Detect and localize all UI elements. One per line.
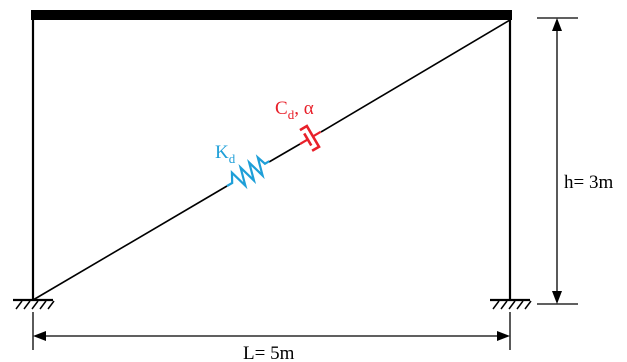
right-support-icon — [490, 298, 532, 310]
spring-label-sub: d — [229, 151, 236, 166]
damper-label-main: C — [275, 98, 288, 119]
height-dimension — [537, 17, 578, 305]
height-arrow-top-icon — [552, 18, 562, 31]
spring-icon — [226, 154, 270, 190]
length-arrow-right-icon — [497, 331, 510, 341]
spring-label: Kd — [215, 142, 236, 166]
damper-label: Cd, α — [275, 98, 314, 122]
length-arrow-left-icon — [33, 331, 46, 341]
length-dimension — [32, 312, 511, 350]
height-arrow-bottom-icon — [552, 291, 562, 304]
damper-label-rest: , α — [294, 98, 314, 119]
top-beam — [31, 10, 512, 20]
height-label: h= 3m — [564, 172, 613, 193]
damper-icon — [299, 124, 322, 152]
damper-label-sub: d — [288, 107, 295, 122]
left-support-icon — [13, 298, 55, 310]
spring-label-main: K — [215, 142, 229, 163]
diagonal-brace — [32, 19, 511, 301]
length-label: L= 5m — [243, 343, 295, 362]
